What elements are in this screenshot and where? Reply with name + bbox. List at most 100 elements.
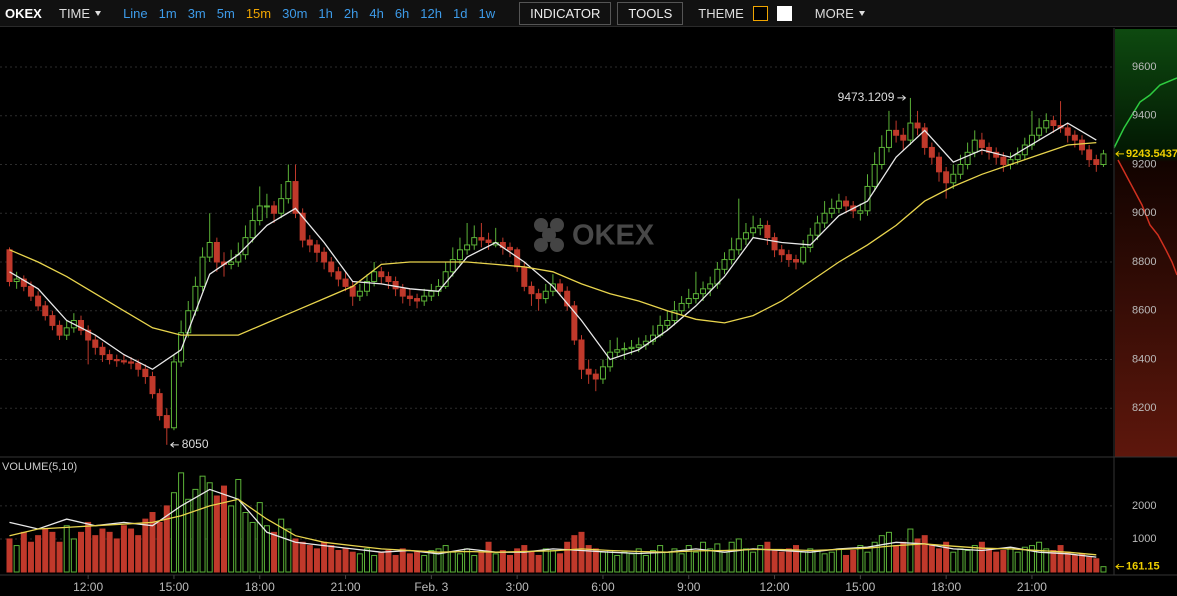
interval-option[interactable]: 3m: [187, 5, 206, 21]
interval-option[interactable]: 6h: [394, 5, 410, 21]
candle-body: [156, 393, 163, 417]
logo-dot: [550, 238, 564, 252]
candle-body: [857, 210, 864, 214]
volume-bar: [750, 551, 757, 573]
interval-option[interactable]: Line: [123, 5, 148, 21]
volume-bar: [464, 548, 471, 573]
volume-bar: [106, 531, 113, 573]
candle-body: [471, 237, 478, 246]
candle-body: [1043, 120, 1050, 129]
candle-body: [35, 295, 42, 307]
volume-bar: [900, 541, 907, 573]
candle-body: [328, 261, 335, 273]
theme-dark[interactable]: [752, 5, 768, 21]
volume-bar: [442, 545, 449, 573]
tools-button[interactable]: TOOLS: [617, 1, 684, 25]
interval-option[interactable]: 4h: [369, 5, 384, 21]
interval-option[interactable]: 5m: [216, 5, 235, 21]
interval-option[interactable]: 1w: [478, 5, 496, 21]
volume-bar: [964, 550, 971, 573]
volume-bar: [213, 495, 220, 573]
volume-bar: [521, 545, 528, 573]
more-menu[interactable]: MORE: [815, 6, 865, 21]
candle-body: [843, 200, 850, 207]
volume-bar: [306, 545, 313, 573]
x-tick-label: 9:00: [677, 580, 701, 594]
plot: 8200 8400 8600 8800 9000 9200 9400 9600 9473.120…: [0, 61, 1177, 594]
volume-bar: [492, 553, 499, 573]
interval-option[interactable]: 30m: [282, 5, 308, 21]
y-tick-label: 9600: [1132, 61, 1156, 73]
candle-body: [943, 171, 950, 184]
candle-body: [485, 239, 492, 243]
candle-body: [256, 205, 263, 222]
volume-bar: [1100, 566, 1107, 573]
volume-bar: [1093, 558, 1100, 573]
candle-body: [864, 185, 871, 212]
watermark-text: OKEX: [572, 220, 655, 252]
candle-body: [585, 368, 592, 375]
candle-body: [807, 234, 814, 248]
theme-light[interactable]: [776, 5, 792, 21]
x-tick-label: 15:00: [159, 580, 189, 594]
volume-bar: [35, 535, 42, 573]
candle-body: [785, 254, 792, 261]
candle-body: [678, 302, 685, 312]
candle-body: [392, 281, 399, 290]
indicator-button[interactable]: INDICATOR: [519, 1, 612, 25]
candle-body: [478, 237, 485, 241]
volume-bar: [878, 535, 885, 573]
interval-option[interactable]: 1m: [158, 5, 177, 21]
volume-bar: [592, 548, 599, 573]
candle-body: [263, 205, 270, 208]
theme-label: THEME: [698, 5, 744, 21]
volume-bar: [528, 551, 535, 573]
volume-bar: [478, 551, 485, 573]
volume-bar: [421, 554, 428, 573]
candle-body: [92, 339, 99, 348]
time-menu[interactable]: TIME: [59, 5, 102, 21]
volume-bar: [99, 528, 106, 573]
volume-bar: [299, 541, 306, 573]
candle-body: [85, 329, 92, 341]
candle-body: [814, 222, 821, 236]
volume-bar: [800, 551, 807, 573]
candle-body: [549, 283, 556, 292]
volume-bar: [13, 545, 20, 573]
candle-body: [456, 249, 463, 261]
x-tick-label: 12:00: [73, 580, 103, 594]
volume-bar: [235, 478, 242, 573]
volume-bar: [342, 548, 349, 573]
volume-bar: [1043, 548, 1050, 573]
volume-bar: [642, 554, 649, 573]
candle-body: [742, 232, 749, 240]
candle-body: [578, 339, 585, 370]
volume-bar: [170, 492, 177, 573]
candle-body: [828, 207, 835, 214]
candle-body: [399, 288, 406, 297]
interval-option[interactable]: 1h: [318, 5, 333, 21]
volume-bar: [1050, 550, 1057, 573]
time-label: TIME: [59, 5, 91, 21]
candle-body: [893, 129, 900, 136]
candle-body: [707, 283, 714, 290]
volume-bar: [1086, 556, 1093, 573]
interval-option[interactable]: 2h: [343, 5, 359, 21]
interval-option[interactable]: 12h: [420, 5, 442, 21]
x-tick-label: Feb. 3: [414, 580, 448, 594]
interval-option[interactable]: 1d: [453, 5, 468, 21]
volume-bar: [814, 550, 821, 573]
volume-bar: [335, 550, 342, 573]
volume-bar: [1028, 545, 1035, 573]
volume-bar: [271, 531, 278, 573]
volume-bar: [914, 538, 921, 573]
volume-bar: [378, 551, 385, 573]
interval-option[interactable]: 15m: [245, 5, 272, 21]
candle-body: [978, 139, 985, 148]
candle-body: [163, 415, 170, 429]
y-tick-label: 2000: [1132, 500, 1156, 512]
y-tick-label: 8800: [1132, 256, 1156, 268]
volume-bar: [671, 548, 678, 573]
candle-body: [507, 246, 513, 251]
